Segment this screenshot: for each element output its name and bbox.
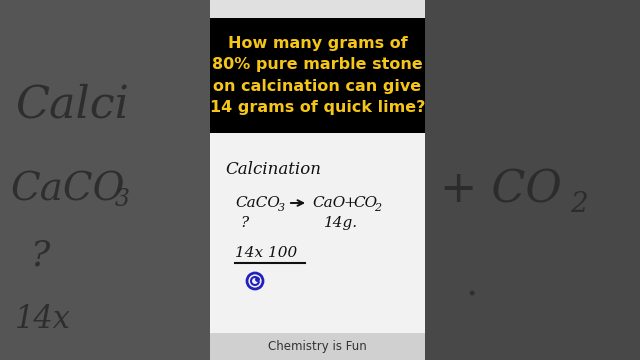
- Text: 2: 2: [374, 203, 381, 213]
- Text: +: +: [343, 196, 356, 210]
- Bar: [210, 333, 425, 360]
- Bar: [210, 133, 425, 333]
- Text: Chemistry is Fun: Chemistry is Fun: [268, 340, 367, 353]
- Text: Calci: Calci: [15, 84, 129, 127]
- Text: CO: CO: [353, 196, 377, 210]
- Bar: [210, 18, 425, 133]
- Text: CaCO: CaCO: [235, 196, 280, 210]
- Text: 14x: 14x: [15, 305, 71, 336]
- Text: + CO: + CO: [440, 168, 562, 212]
- Text: 14g.: 14g.: [324, 216, 358, 230]
- Text: 3: 3: [278, 203, 285, 213]
- Bar: [210, 0, 425, 18]
- Text: Calcination: Calcination: [225, 161, 321, 178]
- Text: .: .: [465, 266, 477, 303]
- Bar: [425, 0, 640, 360]
- Text: 14x 100: 14x 100: [235, 246, 297, 260]
- Text: ?: ?: [240, 216, 248, 230]
- Text: 3: 3: [115, 189, 130, 211]
- Text: CaO: CaO: [312, 196, 345, 210]
- Bar: [0, 0, 210, 360]
- Text: ?: ?: [30, 238, 49, 272]
- Text: 2: 2: [570, 192, 588, 219]
- Text: How many grams of
80% pure marble stone
on calcination can give
14 grams of quic: How many grams of 80% pure marble stone …: [210, 36, 425, 116]
- Text: CaCO: CaCO: [10, 171, 125, 208]
